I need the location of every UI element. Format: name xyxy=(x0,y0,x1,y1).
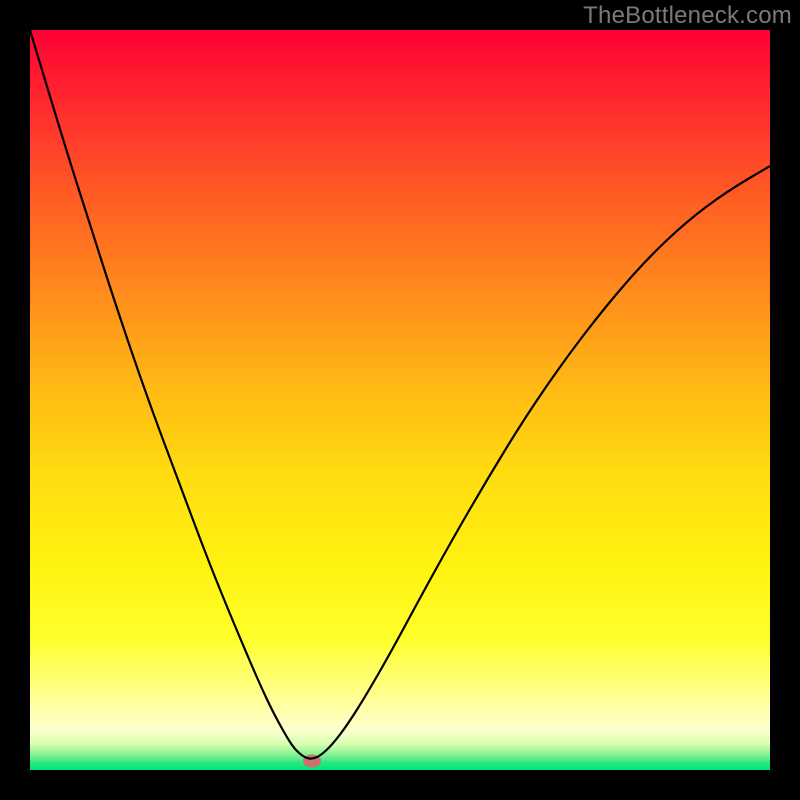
plot-background xyxy=(30,30,770,770)
chart-frame: TheBottleneck.com xyxy=(0,0,800,800)
plot-svg xyxy=(0,0,800,800)
